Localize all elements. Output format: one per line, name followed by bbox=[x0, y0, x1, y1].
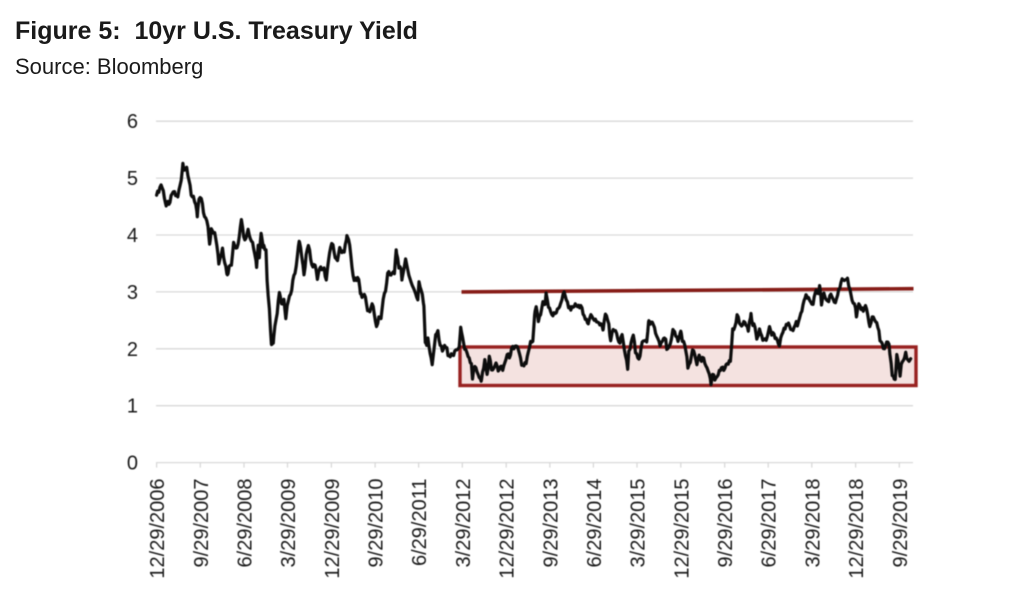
svg-text:3/29/2015: 3/29/2015 bbox=[628, 479, 650, 568]
svg-text:3/29/2012: 3/29/2012 bbox=[453, 479, 475, 568]
svg-text:1: 1 bbox=[127, 396, 138, 418]
svg-text:9/29/2016: 9/29/2016 bbox=[715, 479, 737, 568]
svg-text:6/29/2011: 6/29/2011 bbox=[409, 479, 431, 567]
svg-text:3/29/2018: 3/29/2018 bbox=[802, 479, 824, 568]
svg-text:2: 2 bbox=[127, 339, 138, 361]
svg-text:12/29/2009: 12/29/2009 bbox=[322, 479, 344, 579]
svg-text:12/29/2006: 12/29/2006 bbox=[147, 479, 169, 579]
svg-text:12/29/2015: 12/29/2015 bbox=[671, 479, 693, 579]
svg-text:12/29/2018: 12/29/2018 bbox=[846, 479, 868, 579]
svg-text:6/29/2017: 6/29/2017 bbox=[759, 479, 781, 568]
svg-text:9/29/2019: 9/29/2019 bbox=[890, 479, 912, 568]
svg-text:5: 5 bbox=[127, 168, 138, 190]
svg-text:9/29/2013: 9/29/2013 bbox=[540, 479, 562, 568]
svg-text:6/29/2014: 6/29/2014 bbox=[584, 479, 606, 568]
svg-text:4: 4 bbox=[127, 225, 138, 247]
svg-text:6: 6 bbox=[127, 111, 138, 133]
svg-text:3: 3 bbox=[127, 282, 138, 304]
svg-text:9/29/2007: 9/29/2007 bbox=[191, 479, 213, 568]
svg-text:6/29/2008: 6/29/2008 bbox=[235, 479, 257, 568]
svg-text:9/29/2010: 9/29/2010 bbox=[366, 479, 388, 568]
svg-text:0: 0 bbox=[127, 453, 138, 475]
svg-text:3/29/2009: 3/29/2009 bbox=[278, 479, 300, 568]
svg-text:12/29/2012: 12/29/2012 bbox=[497, 479, 519, 579]
